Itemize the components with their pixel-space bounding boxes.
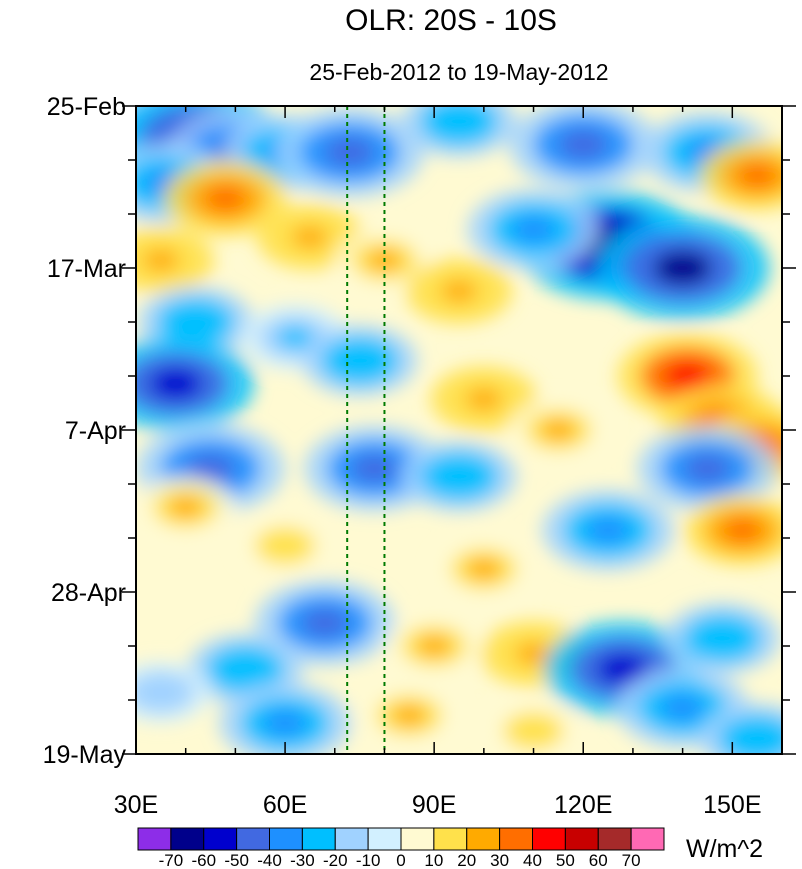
field-core	[722, 518, 762, 543]
y-tick-label: 7-Apr	[65, 417, 126, 445]
colorbar-swatch	[532, 827, 566, 851]
field-core	[292, 226, 328, 249]
colorbar-label: 30	[490, 851, 509, 869]
field-core	[351, 454, 398, 483]
field-core	[277, 326, 313, 349]
field-core	[703, 626, 742, 651]
field-core	[142, 249, 179, 272]
y-tick-label: 28-Apr	[51, 579, 126, 607]
colorbar-label: 20	[457, 851, 476, 869]
colorbar-units: W/m^2	[686, 835, 763, 863]
field-core	[301, 608, 349, 638]
field-core	[226, 657, 265, 681]
colorbar-label: -40	[257, 851, 282, 869]
colorbar-swatch	[269, 827, 303, 851]
field-core	[439, 109, 479, 134]
colorbar-label: 40	[523, 851, 542, 869]
field-core	[417, 635, 451, 657]
field-core	[439, 464, 479, 489]
field-core	[541, 419, 575, 441]
colorbar-label: -50	[224, 851, 249, 869]
field-core	[392, 705, 426, 726]
field-core	[737, 163, 777, 188]
colorbar-swatch	[170, 827, 205, 851]
field-core	[586, 516, 631, 544]
field-core	[340, 348, 379, 373]
colorbar-label: 60	[589, 851, 608, 869]
field-core	[169, 496, 203, 518]
field-core	[737, 726, 777, 751]
field-core	[518, 721, 549, 741]
colorbar-swatch	[367, 827, 402, 851]
field-core	[441, 280, 477, 303]
field-core	[144, 682, 178, 703]
field-core	[176, 310, 215, 334]
field-core	[664, 361, 711, 391]
y-tick-label: 19-May	[43, 741, 127, 769]
colorbar-swatch	[466, 827, 501, 851]
field-core	[185, 453, 236, 484]
field-core	[465, 388, 502, 411]
colorbar-swatch	[433, 827, 468, 851]
colorbar-label: -60	[191, 851, 216, 869]
field-core	[511, 216, 556, 243]
colorbar-label: -30	[290, 851, 315, 869]
field-core	[653, 250, 712, 286]
y-tick-label: 17-Mar	[47, 255, 126, 283]
field-core	[324, 137, 375, 168]
colorbar-label: -10	[356, 851, 381, 869]
field-core	[558, 129, 608, 160]
colorbar-swatch	[597, 827, 632, 851]
colorbar-swatch	[499, 827, 533, 851]
colorbar-swatch	[236, 827, 270, 851]
colorbar-swatch	[137, 827, 172, 851]
colorbar-label: 70	[622, 851, 641, 869]
chart-subtitle: 25-Feb-2012 to 19-May-2012	[309, 59, 608, 85]
field-core	[149, 367, 202, 400]
plot-area	[136, 106, 782, 754]
colorbar-label: -70	[159, 851, 184, 869]
field-core	[660, 694, 705, 722]
colorbar-swatch	[564, 827, 599, 851]
field-core	[269, 536, 301, 556]
field-core	[467, 558, 501, 580]
colorbar-swatch	[630, 827, 665, 851]
x-tick-label: 60E	[263, 791, 307, 819]
colorbar-swatch	[301, 827, 336, 851]
field-core	[596, 653, 650, 685]
colorbar-label: -20	[323, 851, 348, 869]
colorbar-label: 0	[396, 851, 405, 869]
colorbar-swatch	[334, 827, 369, 851]
field-core	[263, 709, 308, 737]
field-core	[204, 185, 247, 212]
chart-title: OLR: 20S - 10S	[345, 4, 557, 37]
y-tick-label: 25-Feb	[47, 93, 126, 121]
field-core	[684, 454, 731, 483]
colorbar-label: 10	[424, 851, 443, 869]
field-core	[515, 642, 552, 665]
colorbar-label: 50	[556, 851, 575, 869]
colorbar-swatch	[203, 827, 238, 851]
x-tick-label: 120E	[554, 791, 612, 819]
x-tick-label: 150E	[703, 791, 761, 819]
x-tick-label: 30E	[114, 791, 158, 819]
x-tick-label: 90E	[412, 791, 456, 819]
colorbar-swatch	[400, 827, 435, 851]
